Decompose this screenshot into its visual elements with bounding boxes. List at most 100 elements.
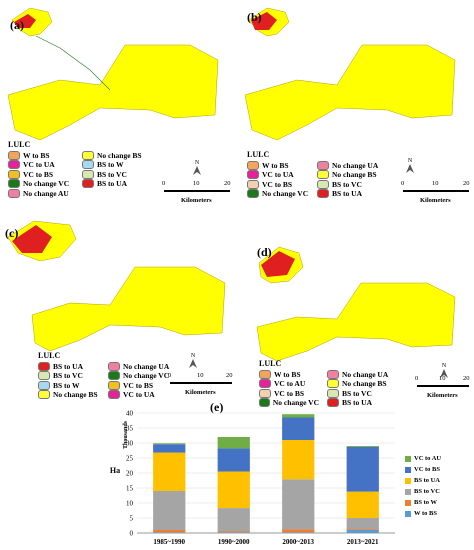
legend-label: BS to VC (342, 388, 372, 398)
legend-swatch (108, 390, 120, 400)
study-area-polygon (256, 282, 456, 362)
bar-segment (153, 443, 186, 445)
panel-label: (b) (247, 10, 262, 24)
legend-title: LULC (259, 359, 282, 368)
bar-segment (153, 444, 186, 453)
chart-legend-swatch (405, 488, 411, 495)
legend-item: VC to BS (247, 180, 309, 190)
bar-segment (217, 508, 250, 532)
legend-label: No change VC (272, 398, 319, 407)
legend-label: VC to AU (274, 379, 306, 388)
legend-label: BS to UA (97, 179, 128, 188)
legend-swatch (38, 380, 50, 390)
legend-item: W to BS (259, 370, 319, 380)
legend-label: BS to UA (342, 398, 373, 407)
bar-segment (346, 529, 379, 530)
legend: LULC W to BS No change UA VC to AU No chang… (259, 359, 407, 408)
bar-segment (282, 532, 315, 533)
legend-label: BS to VC (53, 371, 83, 380)
scale-line (164, 190, 230, 192)
legend-swatch (259, 369, 271, 379)
legend-item: No change VC (8, 179, 74, 189)
legend-swatch (317, 189, 329, 199)
bar-segment (282, 417, 315, 440)
legend-title: LULC (247, 150, 270, 159)
scale-bar: 0 10 20 Kilometers (415, 375, 471, 401)
legend-label: No change VC (123, 371, 170, 380)
legend-item: BS to W (38, 381, 100, 391)
legend-item: BS to VC (38, 371, 100, 381)
legend-swatch (8, 150, 20, 160)
legend-swatch (259, 379, 271, 389)
chart-panel-label: (e) (210, 400, 224, 414)
legend-item: BS to UA (38, 362, 100, 372)
legend-swatch (327, 398, 339, 408)
chart-legend-swatch (405, 455, 411, 462)
chart-legend-item: BS to W (405, 497, 441, 508)
bar-segment (153, 491, 186, 530)
legend-item: BS to VC (82, 170, 162, 180)
legend-item: BS to UA (317, 189, 397, 199)
map-b (244, 7, 456, 141)
legend-title: LULC (8, 140, 31, 149)
scale-line (403, 190, 469, 192)
scale-tick-label: 20 (463, 375, 470, 382)
river-line (35, 35, 111, 91)
y-tick-label: 0 (130, 530, 134, 538)
legend: LULC W to BS No change UA VC to UA No chang… (247, 150, 397, 199)
legend-swatch (317, 179, 329, 189)
legend-item: No change BS (317, 170, 397, 180)
legend-label: No change UA (123, 361, 170, 371)
chart-legend-label: VC to BS (414, 466, 441, 473)
panel-label: (a) (10, 18, 24, 32)
chart-legend-swatch (405, 477, 411, 484)
legend-swatch (8, 179, 20, 189)
legend-item: VC to UA (108, 390, 188, 400)
chart-legend-item: BS to VC (405, 486, 441, 497)
y-axis-label: Ha (110, 466, 120, 475)
map-panel-b: (b) LULC W to BS No change UA VC to UA No c… (237, 0, 474, 205)
scale-line (417, 385, 469, 387)
chart-legend-item: BS to UA (405, 475, 441, 486)
map-panel-d: (d) LULC W to BS No change UA VC to AU No c… (237, 235, 474, 408)
bar-segment (217, 532, 250, 533)
legend-item: VC to BS (259, 389, 319, 399)
scale-bar: 0 10 20 Kilometers (401, 180, 471, 206)
legend-label: No change VC (262, 189, 309, 198)
scale-tick-label: 10 (197, 372, 204, 379)
bar-segment (217, 471, 250, 509)
scale-tick-label: 10 (439, 375, 446, 382)
legend-swatch (108, 361, 120, 371)
legend-label: No change AU (23, 188, 69, 198)
chart-legend-label: BS to W (414, 499, 437, 506)
scale-tick-label: 10 (432, 180, 439, 187)
chart-legend: VC to AU VC to BS BS to UA BS to VC BS to W W… (405, 453, 441, 519)
y-tick-label: 20 (126, 470, 134, 478)
legend-item: No change UA (108, 362, 188, 372)
legend-item: VC to BS (8, 170, 74, 180)
bar-segment (346, 518, 379, 530)
north-arrow-icon: N (190, 160, 204, 176)
chart-legend-swatch (405, 510, 411, 517)
bar-segment (217, 448, 250, 472)
legend-grid: W to BS No change UA VC to UA No change BS V… (247, 161, 397, 199)
legend-label: BS to UA (332, 189, 363, 198)
scale-tick-label: 20 (463, 180, 470, 187)
legend-swatch (8, 188, 20, 198)
legend-item: BS to UA (327, 398, 407, 408)
legend-item: VC to UA (8, 160, 74, 170)
legend-item: W to BS (8, 151, 74, 161)
bar-segment (346, 446, 379, 492)
legend-swatch (259, 398, 270, 408)
scale-unit: Kilometers (185, 389, 216, 396)
chart-legend-swatch (405, 499, 411, 506)
legend-item: BS to VC (327, 389, 407, 399)
legend-label: W to BS (274, 369, 301, 379)
bar-segment (282, 529, 315, 533)
legend-label: No change VC (23, 179, 70, 188)
legend-swatch (82, 160, 94, 170)
map-panel-a: (a) LULC W to BS No change BS VC to UA BS t… (0, 0, 237, 205)
bar-segment (346, 446, 379, 447)
scale-bar: 0 10 20 Kilometers (162, 180, 232, 206)
legend-label: BS to W (97, 160, 124, 169)
